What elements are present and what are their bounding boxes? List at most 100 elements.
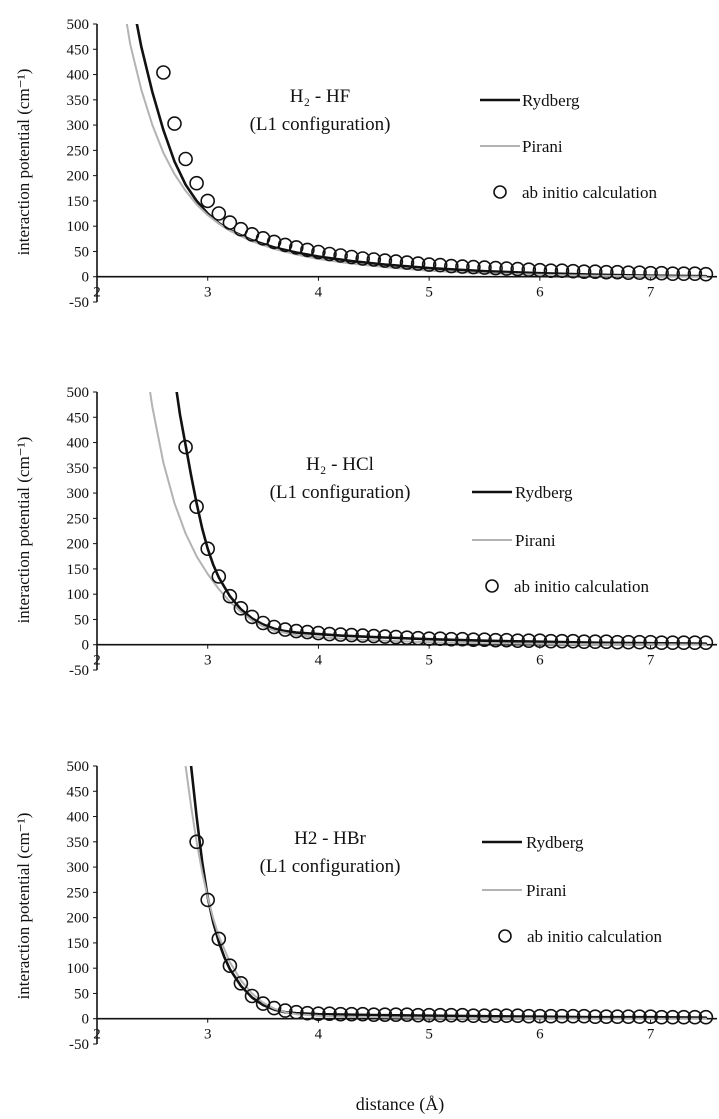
x-tick-label: 2: [93, 285, 101, 301]
data-point-ab-initio-calculation: [300, 1005, 315, 1021]
data-point-ab-initio-calculation: [488, 1008, 503, 1024]
data-point-ab-initio-calculation: [632, 1009, 647, 1025]
y-tick-label: 0: [82, 638, 90, 654]
data-point-ab-initio-calculation: [587, 1009, 603, 1025]
data-point-ab-initio-calculation: [443, 1007, 459, 1023]
legend-label-pirani: Pirani: [522, 137, 563, 156]
y-tick-label: 100: [67, 587, 90, 603]
data-point-ab-initio-calculation: [333, 627, 348, 642]
y-tick-label: 250: [67, 885, 90, 901]
data-point-ab-initio-calculation: [344, 627, 359, 643]
data-point-ab-initio-calculation: [488, 260, 503, 276]
y-tick-label: 350: [67, 461, 90, 477]
data-point-ab-initio-calculation: [477, 260, 492, 275]
y-tick-label: 50: [74, 612, 89, 628]
y-tick-label: -50: [69, 295, 89, 311]
data-point-ab-initio-calculation: [355, 628, 371, 643]
y-tick-label: 50: [74, 986, 89, 1002]
data-point-ab-initio-calculation: [521, 262, 537, 278]
data-point-ab-initio-calculation: [432, 1007, 448, 1023]
chart-subtitle: (L1 configuration): [260, 856, 401, 877]
data-point-ab-initio-calculation: [399, 255, 415, 270]
y-tick-label: 0: [82, 270, 90, 286]
data-point-ab-initio-calculation: [698, 635, 714, 651]
data-point-ab-initio-calculation: [322, 1006, 337, 1022]
data-point-ab-initio-calculation: [366, 252, 382, 267]
y-tick-label: 500: [67, 17, 90, 33]
data-point-ab-initio-calculation: [632, 634, 647, 650]
x-tick-label: 4: [315, 1027, 323, 1043]
series-line-rydberg: [189, 766, 708, 1019]
data-point-ab-initio-calculation: [466, 632, 481, 648]
legend-label-pirani: Pirani: [526, 881, 567, 900]
data-point-ab-initio-calculation: [311, 1006, 326, 1022]
y-tick-label: 300: [67, 860, 90, 876]
chart-panel-hf: interaction potential (cm⁻¹) H₂ - HF (L1…: [14, 17, 717, 311]
data-point-ab-initio-calculation: [233, 975, 249, 991]
x-tick-label: 4: [315, 653, 323, 669]
y-tick-label: 450: [67, 784, 90, 800]
data-point-ab-initio-calculation: [455, 1007, 470, 1023]
data-point-ab-initio-calculation: [421, 1007, 437, 1023]
data-point-ab-initio-calculation: [421, 631, 437, 647]
series-group: [149, 392, 714, 651]
data-point-ab-initio-calculation: [288, 240, 304, 255]
y-axis-label: interaction potential (cm⁻¹): [14, 69, 33, 256]
y-tick-label: 100: [67, 961, 90, 977]
data-point-ab-initio-calculation: [421, 257, 437, 272]
data-point-ab-initio-calculation: [510, 633, 526, 649]
y-tick-label: 400: [67, 436, 90, 452]
data-point-ab-initio-calculation: [654, 635, 669, 651]
data-point-ab-initio-calculation: [410, 630, 426, 646]
data-point-ab-initio-calculation: [643, 1009, 658, 1025]
x-tick-label: 2: [93, 1027, 101, 1043]
data-point-ab-initio-calculation: [698, 1009, 714, 1025]
data-point-ab-initio-calculation: [222, 215, 238, 230]
series-line-pirani: [125, 24, 707, 278]
x-tick-label: 4: [315, 285, 323, 301]
data-point-ab-initio-calculation: [189, 834, 204, 850]
data-point-ab-initio-calculation: [211, 206, 227, 221]
data-point-ab-initio-calculation: [521, 1008, 537, 1024]
data-point-ab-initio-calculation: [388, 1007, 404, 1023]
data-point-ab-initio-calculation: [333, 248, 348, 263]
data-point-ab-initio-calculation: [277, 622, 293, 637]
data-point-ab-initio-calculation: [565, 263, 581, 279]
data-point-ab-initio-calculation: [643, 634, 658, 650]
data-point-ab-initio-calculation: [311, 625, 326, 641]
data-point-ab-initio-calculation: [598, 264, 614, 280]
data-point-ab-initio-calculation: [322, 246, 337, 262]
data-point-ab-initio-calculation: [654, 1009, 669, 1025]
data-point-ab-initio-calculation: [466, 1008, 481, 1024]
data-point-ab-initio-calculation: [621, 1009, 636, 1025]
data-point-ab-initio-calculation: [510, 261, 526, 277]
data-point-ab-initio-calculation: [355, 251, 371, 266]
x-tick-label: 3: [204, 653, 212, 669]
y-tick-label: 150: [67, 562, 90, 578]
data-point-ab-initio-calculation: [200, 892, 215, 908]
data-point-ab-initio-calculation: [189, 499, 204, 515]
data-point-ab-initio-calculation: [576, 264, 592, 280]
data-point-ab-initio-calculation: [311, 244, 326, 260]
y-tick-label: -50: [69, 1037, 89, 1053]
data-point-ab-initio-calculation: [432, 631, 448, 647]
data-point-ab-initio-calculation: [344, 1006, 359, 1022]
data-point-ab-initio-calculation: [687, 635, 703, 651]
y-tick-label: 300: [67, 486, 90, 502]
series-line-pirani: [184, 766, 707, 1020]
data-point-ab-initio-calculation: [366, 628, 382, 644]
data-point-ab-initio-calculation: [565, 1008, 581, 1024]
data-point-ab-initio-calculation: [266, 1000, 282, 1016]
data-point-ab-initio-calculation: [477, 1008, 492, 1024]
data-point-ab-initio-calculation: [288, 623, 304, 639]
x-tick-label: 6: [536, 285, 544, 301]
x-tick-label: 5: [425, 285, 433, 301]
data-point-ab-initio-calculation: [554, 1008, 570, 1024]
data-point-ab-initio-calculation: [587, 264, 603, 280]
y-tick-label: 400: [67, 810, 90, 826]
data-point-ab-initio-calculation: [277, 237, 293, 253]
y-axis-label: interaction potential (cm⁻¹): [14, 813, 33, 1000]
data-point-ab-initio-calculation: [510, 1008, 526, 1024]
data-point-ab-initio-calculation: [687, 266, 703, 282]
